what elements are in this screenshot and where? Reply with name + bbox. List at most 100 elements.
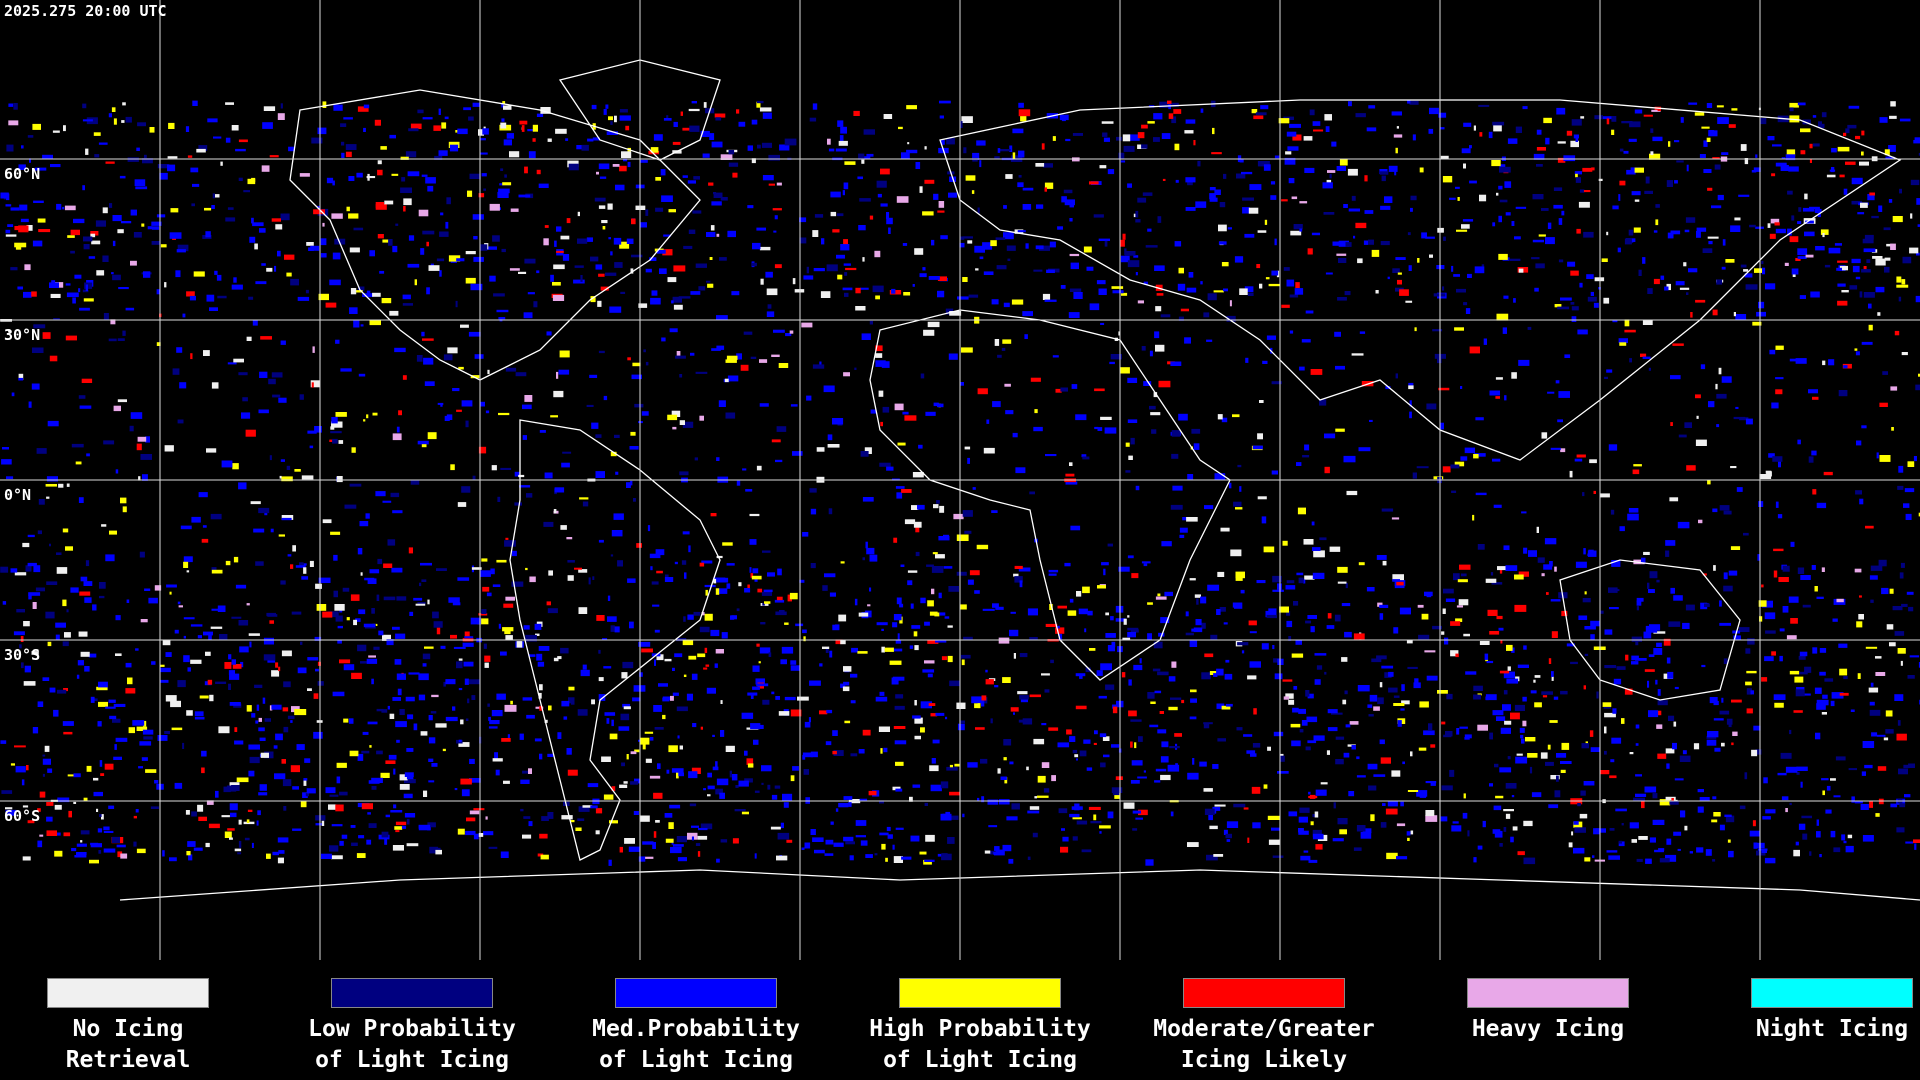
cloud-speckle (1209, 193, 1216, 200)
cloud-speckle (1796, 766, 1808, 771)
cloud-speckle (808, 717, 811, 723)
cloud-speckle (89, 859, 99, 864)
cloud-speckle (1578, 201, 1590, 208)
cloud-speckle (837, 120, 844, 127)
cloud-speckle (1859, 498, 1864, 505)
cloud-speckle (947, 655, 953, 663)
cloud-speckle (500, 168, 504, 171)
cloud-speckle (221, 815, 230, 818)
cloud-speckle (504, 174, 507, 178)
cloud-speckle (483, 831, 494, 836)
cloud-speckle (893, 726, 906, 729)
cloud-speckle (292, 786, 299, 790)
cloud-speckle (271, 704, 282, 710)
cloud-speckle (1515, 206, 1527, 209)
cloud-speckle (1713, 701, 1719, 706)
cloud-speckle (994, 849, 1005, 856)
cloud-speckle (1569, 470, 1573, 478)
cloud-speckle (1733, 312, 1736, 317)
cloud-speckle (1656, 579, 1660, 583)
cloud-speckle (114, 744, 117, 750)
cloud-speckle (436, 627, 441, 635)
cloud-speckle (292, 828, 302, 831)
cloud-speckle (832, 750, 837, 755)
cloud-speckle (1380, 241, 1390, 246)
cloud-speckle (624, 838, 635, 844)
cloud-speckle (1221, 417, 1228, 423)
cloud-speckle (539, 430, 546, 433)
cloud-speckle (1504, 720, 1512, 725)
cloud-speckle (1778, 461, 1781, 468)
cloud-speckle (1396, 581, 1404, 586)
cloud-speckle (784, 138, 797, 146)
cloud-speckle (945, 811, 951, 816)
cloud-speckle (1550, 775, 1560, 780)
cloud-speckle (1721, 152, 1729, 155)
cloud-speckle (182, 313, 186, 318)
cloud-speckle (1402, 761, 1405, 765)
cloud-speckle (1547, 222, 1552, 229)
cloud-speckle (1593, 828, 1600, 835)
cloud-speckle (903, 292, 911, 296)
cloud-speckle (1666, 283, 1671, 291)
cloud-speckle (410, 480, 420, 485)
cloud-speckle (869, 320, 873, 325)
cloud-speckle (1239, 158, 1244, 163)
cloud-speckle (1214, 473, 1226, 480)
legend-label: Low Probability of Light Icing (308, 1016, 516, 1073)
cloud-speckle (1648, 710, 1659, 718)
cloud-speckle (1155, 344, 1165, 352)
cloud-speckle (1456, 605, 1463, 608)
cloud-speckle (439, 231, 449, 237)
cloud-speckle (1889, 642, 1896, 647)
cloud-speckle (65, 335, 77, 341)
cloud-speckle (1875, 672, 1886, 676)
cloud-speckle (1149, 724, 1159, 728)
cloud-speckle (939, 100, 951, 104)
cloud-speckle (1518, 268, 1524, 273)
cloud-speckle (529, 654, 536, 657)
cloud-speckle (1863, 266, 1867, 270)
cloud-speckle (928, 703, 936, 706)
cloud-speckle (502, 627, 514, 632)
cloud-speckle (95, 220, 106, 227)
cloud-speckle (67, 774, 79, 777)
cloud-speckle (691, 825, 699, 828)
cloud-speckle (1307, 693, 1314, 699)
cloud-speckle (1583, 781, 1595, 786)
cloud-speckle (1070, 525, 1081, 531)
cloud-speckle (1777, 772, 1787, 776)
cloud-speckle (1442, 608, 1446, 614)
cloud-speckle (1499, 164, 1506, 168)
cloud-speckle (843, 182, 849, 190)
cloud-speckle (780, 659, 787, 665)
cloud-speckle (1653, 631, 1666, 634)
cloud-speckle (1876, 452, 1879, 459)
cloud-speckle (445, 679, 456, 685)
cloud-speckle (1775, 377, 1784, 380)
cloud-speckle (1860, 804, 1869, 810)
cloud-speckle (472, 214, 484, 220)
cloud-speckle (1312, 121, 1321, 126)
cloud-speckle (582, 805, 593, 808)
cloud-speckle (1037, 775, 1046, 783)
cloud-speckle (168, 122, 175, 129)
cloud-speckle (1576, 454, 1586, 458)
cloud-speckle (232, 463, 239, 470)
cloud-speckle (1684, 825, 1688, 831)
cloud-speckle (996, 265, 1007, 270)
cloud-speckle (210, 626, 223, 629)
cloud-speckle (1812, 647, 1818, 654)
cloud-speckle (90, 843, 102, 848)
cloud-speckle (1286, 131, 1297, 137)
cloud-speckle (417, 109, 424, 114)
cloud-speckle (1638, 836, 1648, 840)
cloud-speckle (1211, 152, 1222, 155)
cloud-speckle (1516, 753, 1523, 756)
cloud-speckle (1831, 167, 1835, 173)
cloud-speckle (778, 363, 789, 368)
cloud-speckle (1523, 645, 1527, 650)
cloud-speckle (325, 302, 337, 308)
legend-swatch (1467, 978, 1629, 1008)
cloud-speckle (1130, 437, 1135, 445)
